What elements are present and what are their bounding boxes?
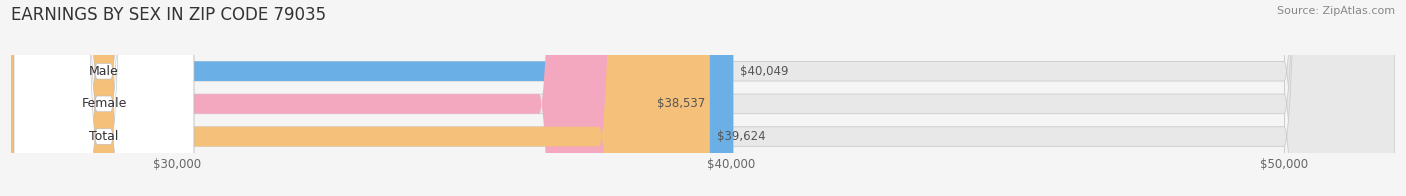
Text: Male: Male [89,65,120,78]
Text: $39,624: $39,624 [717,130,765,143]
FancyBboxPatch shape [11,0,1395,196]
FancyBboxPatch shape [14,0,194,196]
Text: Total: Total [89,130,118,143]
FancyBboxPatch shape [11,0,710,196]
Text: $38,537: $38,537 [657,97,704,110]
FancyBboxPatch shape [11,0,650,196]
FancyBboxPatch shape [14,0,194,196]
FancyBboxPatch shape [14,0,194,196]
Text: Source: ZipAtlas.com: Source: ZipAtlas.com [1277,6,1395,16]
Text: $40,049: $40,049 [741,65,789,78]
Text: EARNINGS BY SEX IN ZIP CODE 79035: EARNINGS BY SEX IN ZIP CODE 79035 [11,6,326,24]
FancyBboxPatch shape [11,0,1395,196]
Text: Female: Female [82,97,127,110]
FancyBboxPatch shape [11,0,734,196]
FancyBboxPatch shape [11,0,1395,196]
